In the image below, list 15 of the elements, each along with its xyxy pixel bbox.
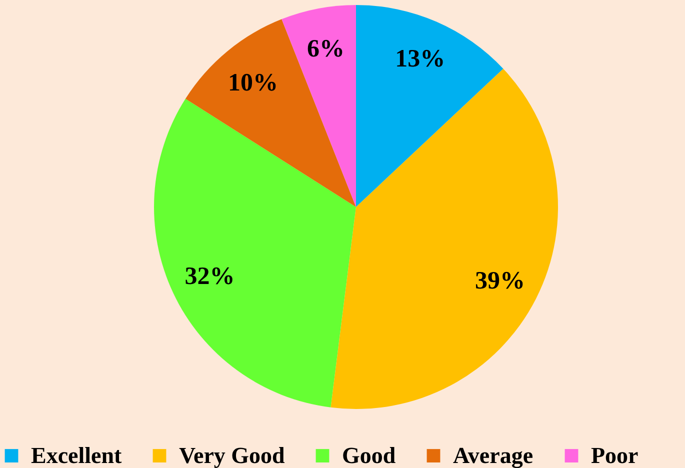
- pie-slice: [356, 5, 504, 207]
- legend-label: Average: [453, 442, 534, 468]
- pie-slice: [282, 5, 356, 207]
- pie-slice: [330, 68, 558, 409]
- legend-label: Very Good: [179, 442, 286, 468]
- pie-slice: [185, 19, 356, 207]
- legend-label: Poor: [591, 442, 638, 468]
- data-label: 6%: [306, 35, 344, 62]
- data-label: 32%: [184, 262, 235, 290]
- legend-label: Good: [342, 442, 396, 468]
- legend-label: Excellent: [31, 442, 122, 468]
- pie-slice: [154, 98, 356, 408]
- data-label: 13%: [395, 46, 446, 73]
- data-label: 39%: [474, 267, 525, 294]
- data-label: 10%: [228, 69, 278, 96]
